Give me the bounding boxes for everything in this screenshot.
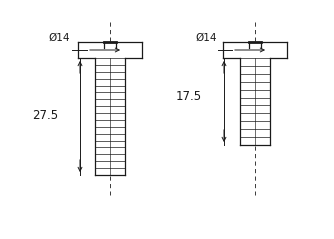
Text: Ø14: Ø14 [48, 33, 69, 43]
Text: 17.5: 17.5 [176, 91, 202, 103]
Text: 27.5: 27.5 [32, 109, 58, 121]
Text: Ø14: Ø14 [195, 33, 216, 43]
